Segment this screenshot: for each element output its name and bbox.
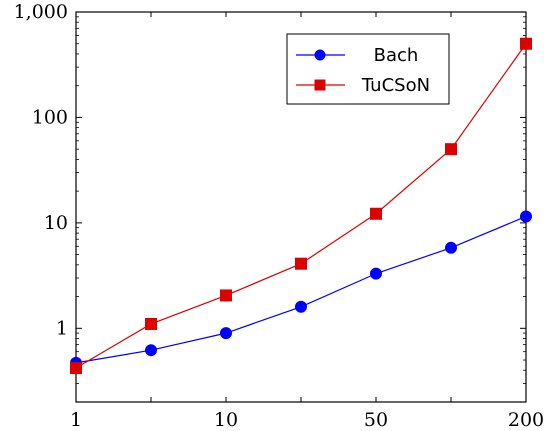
legend-label: Bach: [374, 45, 419, 66]
x-tick-label: 10: [214, 409, 238, 431]
y-tick-label: 1: [56, 317, 68, 339]
data-point: [295, 300, 307, 313]
series-tucson: [70, 37, 532, 375]
legend-marker: [314, 79, 326, 91]
data-point: [220, 289, 232, 302]
series-line: [75, 215, 527, 364]
data-point: [370, 207, 382, 220]
data-point: [520, 37, 532, 50]
y-tick-label: 1,000: [14, 1, 68, 23]
data-point: [220, 327, 232, 340]
x-tick-label: 200: [508, 409, 544, 431]
legend-box: [286, 33, 450, 105]
data-point: [445, 241, 457, 254]
series-layer: [70, 37, 532, 375]
series-bach: [70, 210, 532, 369]
data-point: [145, 344, 157, 357]
data-point: [70, 362, 82, 375]
data-point: [445, 143, 457, 156]
legend: Bach TuCSoN: [286, 33, 450, 105]
x-tick-label: 1: [70, 409, 82, 431]
x-tick-label: 50: [364, 409, 388, 431]
data-point: [370, 267, 382, 280]
data-point: [145, 317, 157, 330]
legend-marker: [314, 49, 326, 61]
legend-label: TuCSoN: [361, 75, 430, 96]
y-tick-label: 100: [32, 106, 68, 128]
data-point: [520, 210, 532, 223]
axes: 1 10 50 200 1 10 100 1,000: [14, 1, 544, 431]
y-tick-label: 10: [44, 212, 68, 234]
data-point: [295, 257, 307, 270]
